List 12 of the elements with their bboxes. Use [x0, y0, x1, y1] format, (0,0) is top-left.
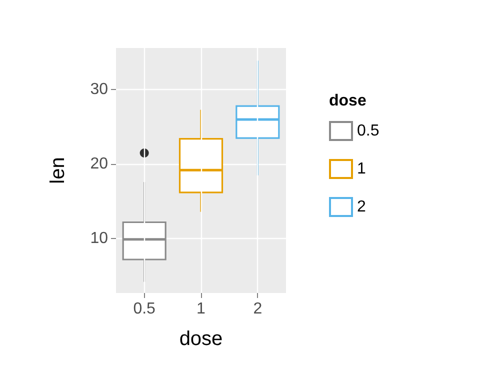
legend-title: dose [329, 92, 366, 110]
y-tick-label: 10 [90, 230, 108, 248]
y-tick-label: 30 [90, 81, 108, 98]
legend-label: 1 [357, 160, 366, 178]
x-tick-label: 2 [253, 300, 262, 318]
y-axis-title: len [47, 157, 69, 184]
legend-label: 0.5 [357, 122, 380, 140]
x-tick-label: 1 [196, 300, 206, 318]
x-tick-label: 0.5 [133, 300, 156, 318]
y-tick-label: 20 [90, 156, 108, 173]
legend-label: 2 [357, 198, 366, 216]
x-axis-title: dose [179, 328, 223, 350]
